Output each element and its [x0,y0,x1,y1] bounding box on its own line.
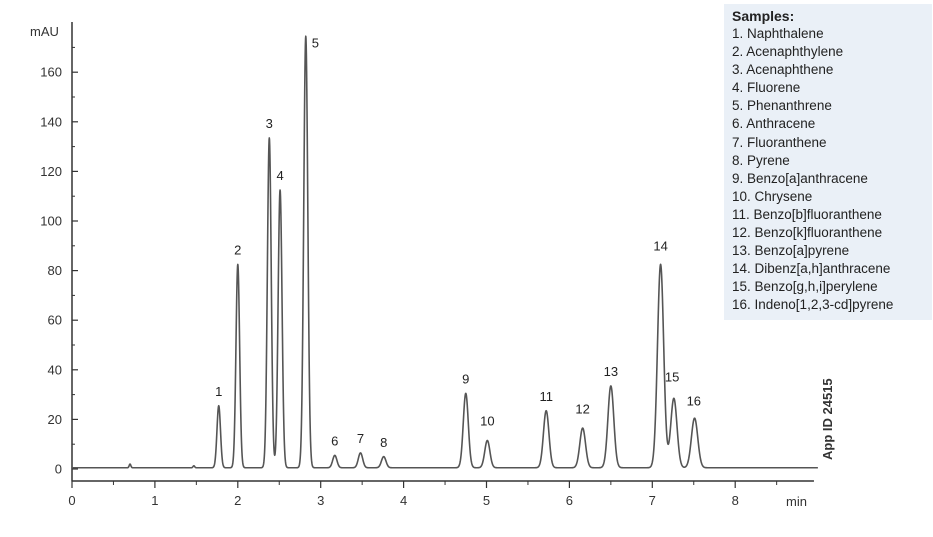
x-tick-label: 4 [400,493,407,508]
peak-label-15: 15 [665,370,679,385]
y-axis-unit-label: mAU [30,24,59,39]
chromatogram-trace [71,35,819,469]
peak-label-16: 16 [687,393,701,408]
x-tick-label: 0 [68,493,75,508]
sample-item: 15. Benzo[g,h,i]perylene [732,279,878,295]
samples-title: Samples: [732,8,795,24]
peak-label-13: 13 [604,364,618,379]
sample-item: 13. Benzo[a]pyrene [732,243,850,259]
sample-item: 7. Fluoranthene [732,134,827,150]
sample-item: 8. Pyrene [732,152,790,168]
peak-label-4: 4 [276,168,283,183]
sample-item: 9. Benzo[a]anthracene [732,170,868,186]
peak-label-7: 7 [357,431,364,446]
x-tick-label: 5 [483,493,490,508]
x-tick-label: 8 [732,493,739,508]
y-tick-label: 0 [55,462,62,477]
y-tick-label: 40 [48,362,62,377]
sample-item: 1. Naphthalene [732,26,824,41]
peak-label-6: 6 [331,434,338,449]
app-id-label: App ID 24515 [820,378,835,460]
sample-item: 5. Phenanthrene [732,98,832,114]
y-tick-label: 120 [40,164,62,179]
peak-label-5: 5 [312,35,319,50]
samples-legend: Samples: 1. Naphthalene 2. Acenaphthylene… [724,4,932,320]
x-tick-label: 1 [151,493,158,508]
peak-label-14: 14 [653,239,667,254]
peak-label-3: 3 [266,116,273,131]
sample-item: 10. Chrysene [732,188,813,204]
sample-item: 4. Fluorene [732,80,801,96]
trace-line [71,35,819,469]
sample-item: 12. Benzo[k]fluoranthene [732,225,883,241]
x-tick-label: 7 [649,493,656,508]
y-tick-label: 60 [48,313,62,328]
y-tick-label: 20 [48,412,62,427]
peak-label-11: 11 [539,389,553,404]
sample-item: 6. Anthracene [732,116,816,132]
y-tick-label: 160 [40,65,62,80]
sample-item: 3. Acenaphthene [732,62,834,78]
samples-list: 1. Naphthalene 2. Acenaphthylene 3. Acenap… [732,25,924,315]
peak-label-1: 1 [215,384,222,399]
sample-item: 2. Acenaphthylene [732,44,844,60]
peak-label-2: 2 [234,243,241,258]
sample-item: 11. Benzo[b]fluoranthene [732,206,882,222]
peak-label-9: 9 [462,372,469,387]
y-tick-label: 80 [48,263,62,278]
sample-item: 14. Dibenz[a,h]anthracene [732,261,891,277]
sample-item: 16. Indeno[1,2,3-cd]pyrene [732,297,894,313]
peak-label-12: 12 [575,401,589,416]
x-axis-unit-label: min [786,494,807,509]
x-tick-label: 3 [317,493,324,508]
peak-label-10: 10 [480,414,494,429]
peak-label-8: 8 [380,435,387,450]
x-tick-label: 6 [566,493,573,508]
x-tick-label: 2 [234,493,241,508]
y-tick-label: 140 [40,114,62,129]
y-tick-label: 100 [40,214,62,229]
